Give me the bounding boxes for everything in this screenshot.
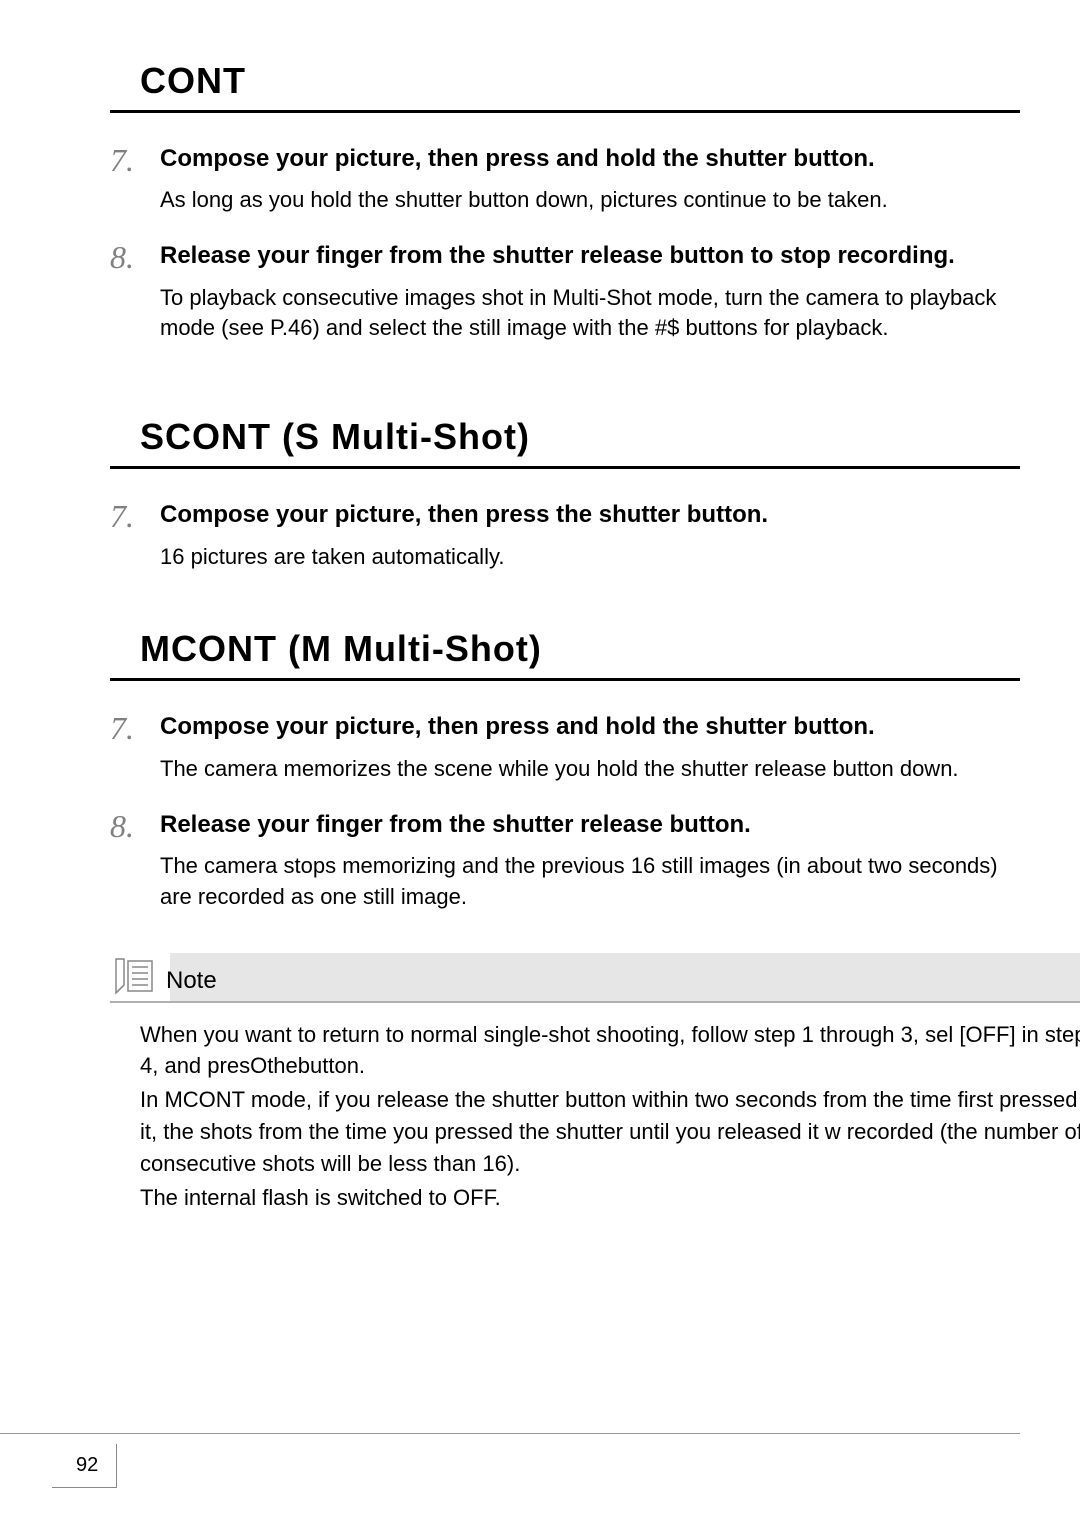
- step-text: 16 pictures are taken automatically.: [160, 542, 1020, 573]
- rule: [110, 466, 1020, 469]
- step-heading: Compose your picture, then press the shu…: [160, 499, 1020, 531]
- step-number: 8.: [110, 240, 160, 344]
- step-text: The camera stops memorizing and the prev…: [160, 851, 1020, 913]
- rule: [110, 110, 1020, 113]
- footer-rule: [0, 1433, 1020, 1434]
- step-number: 7.: [110, 711, 160, 784]
- page-footer: 92: [60, 1433, 1020, 1488]
- step: 7. Compose your picture, then press and …: [110, 711, 1020, 784]
- step-number: 7.: [110, 499, 160, 572]
- page-number: 92: [52, 1444, 117, 1488]
- step-body: Compose your picture, then press and hol…: [160, 711, 1020, 784]
- section-scont: SCONT (S Multi-Shot) 7. Compose your pic…: [110, 416, 1020, 572]
- step-number: 7.: [110, 143, 160, 216]
- step-body: Release your finger from the shutter rel…: [160, 809, 1020, 913]
- step-number: 8.: [110, 809, 160, 913]
- section-cont: CONT 7. Compose your picture, then press…: [110, 60, 1020, 344]
- step-text: To playback consecutive images shot in M…: [160, 283, 1020, 345]
- note-header: Note: [110, 953, 1080, 1003]
- step-heading: Compose your picture, then press and hol…: [160, 143, 1020, 175]
- step-heading: Compose your picture, then press and hol…: [160, 711, 1020, 743]
- step-heading: Release your finger from the shutter rel…: [160, 240, 1020, 272]
- section-title-scont: SCONT (S Multi-Shot): [140, 416, 1020, 466]
- section-title-cont: CONT: [140, 60, 1020, 110]
- section-title-mcont: MCONT (M Multi-Shot): [140, 628, 1020, 678]
- step-heading: Release your finger from the shutter rel…: [160, 809, 1020, 841]
- step-body: Compose your picture, then press and hol…: [160, 143, 1020, 216]
- note-block: Note When you want to return to normal s…: [0, 953, 1080, 1214]
- rule: [110, 678, 1020, 681]
- note-label: Note: [166, 967, 217, 997]
- step: 8. Release your finger from the shutter …: [110, 240, 1020, 344]
- note-line: In MCONT mode, if you release the shutte…: [140, 1084, 1080, 1180]
- step: 8. Release your finger from the shutter …: [110, 809, 1020, 913]
- step: 7. Compose your picture, then press the …: [110, 499, 1020, 572]
- step-body: Release your finger from the shutter rel…: [160, 240, 1020, 344]
- step-body: Compose your picture, then press the shu…: [160, 499, 1020, 572]
- note-text: When you want to return to normal single…: [110, 1019, 1080, 1214]
- step: 7. Compose your picture, then press and …: [110, 143, 1020, 216]
- section-mcont: MCONT (M Multi-Shot) 7. Compose your pic…: [110, 628, 1020, 912]
- note-line: When you want to return to normal single…: [140, 1019, 1080, 1083]
- step-text: As long as you hold the shutter button d…: [160, 185, 1020, 216]
- step-text: The camera memorizes the scene while you…: [160, 754, 1020, 785]
- note-line: The internal flash is switched to OFF.: [140, 1182, 1080, 1214]
- note-icon: [110, 957, 154, 997]
